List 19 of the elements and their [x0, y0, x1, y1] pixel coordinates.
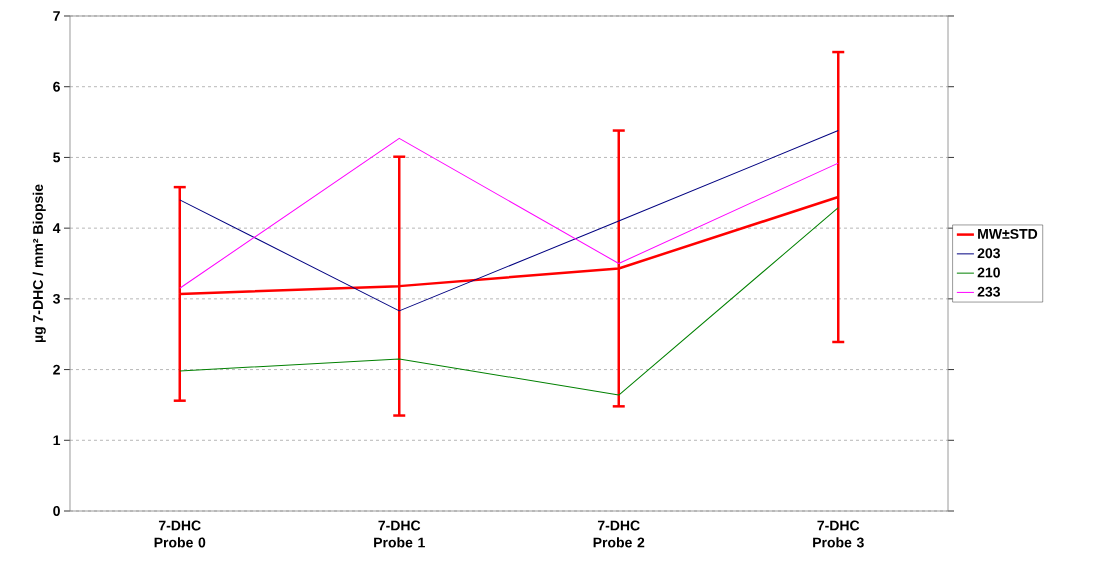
x-tick-label: 7-DHC Probe 0 [154, 520, 206, 548]
x-tick-label: 7-DHC Probe 3 [813, 520, 864, 548]
legend-label: 203 [977, 248, 1001, 259]
y-axis-title: µg 7-DHC / mm² Biopsie [32, 184, 46, 343]
y-tick-label: 2 [53, 364, 60, 375]
x-tick-label: 7-DHC Probe 1 [374, 520, 425, 548]
line-series [179, 207, 839, 396]
legend-label: MW±STD [978, 228, 1038, 239]
y-tick-label: 6 [53, 81, 60, 92]
y-tick-label: 1 [53, 435, 61, 446]
line-series [179, 137, 839, 289]
y-tick-label: 4 [52, 223, 61, 233]
x-tick-label: 7-DHC Probe 2 [593, 520, 645, 548]
y-tick-label: 0 [53, 506, 60, 516]
legend-label: 233 [977, 286, 1001, 297]
legend-label: 210 [977, 267, 1000, 278]
y-tick-label: 7 [53, 11, 60, 21]
y-tick-label: 3 [52, 293, 60, 304]
y-tick-label: 5 [53, 152, 61, 163]
